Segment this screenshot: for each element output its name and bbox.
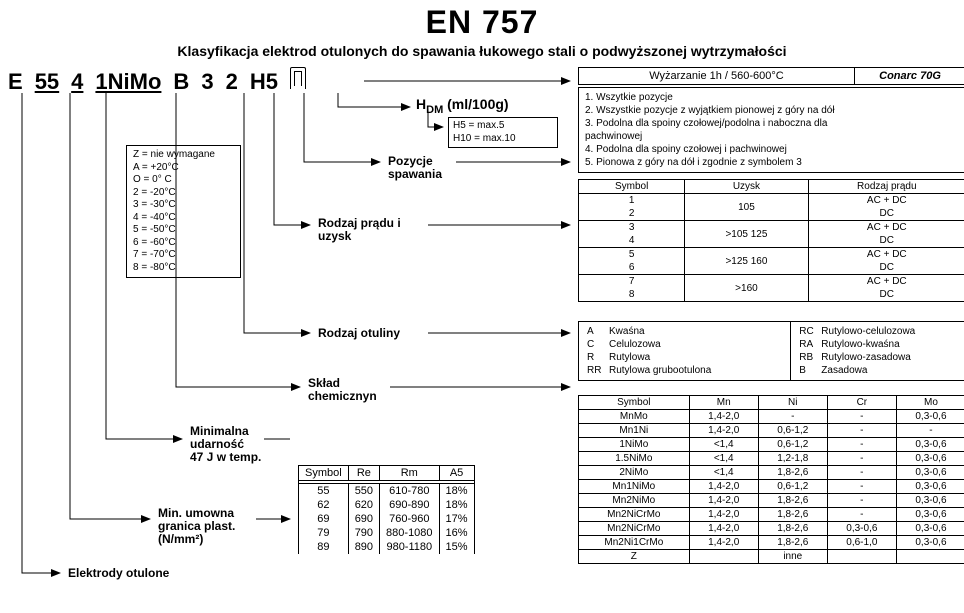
- code-token: 1NiMo: [95, 69, 161, 95]
- code-token: 3: [201, 69, 213, 95]
- code-token: H5: [250, 69, 278, 95]
- code-token: B: [173, 69, 189, 95]
- strength-table: SymbolReRmA555550610-78018%62620690-8901…: [298, 465, 475, 554]
- code-token: 2: [226, 69, 238, 95]
- chem-table: SymbolMnNiCrMoMnMo1,4-2,0--0,3-0,6Mn1Ni1…: [578, 395, 964, 564]
- hdm-label: HDM (ml/100g): [416, 97, 509, 116]
- hdm-box: H5 = max.5H10 = max.10: [448, 117, 558, 148]
- hdm-unit: (ml/100g): [447, 96, 508, 112]
- code-token: 55: [35, 69, 59, 95]
- classification-code: E 55 4 1NiMo B32 H5: [8, 67, 306, 95]
- brand-name: Conarc 70G: [855, 68, 964, 84]
- label-pozycje: Pozycjespawania: [388, 155, 442, 181]
- label-otulina: Rodzaj otuliny: [318, 327, 400, 340]
- positions-box: 1. Wszytkie pozycje2. Wszystkie pozycje …: [578, 87, 964, 173]
- diagram-area: E 55 4 1NiMo B32 H5 Wyżarzanie 1h / 560-600°C…: [8, 67, 956, 607]
- yield-table: SymbolUzyskRodzaj prądu1105AC + DC2DC3>1…: [578, 179, 964, 302]
- code-token-t: [290, 67, 306, 89]
- coating-box: AKwaśnaCCelulozowaRRutylowaRRRutylowa gr…: [578, 321, 964, 381]
- code-token: E: [8, 69, 23, 95]
- heat-treatment: Wyżarzanie 1h / 560-600°C: [579, 68, 855, 84]
- main-title: EN 757: [8, 4, 956, 41]
- yield-table-wrap: SymbolUzyskRodzaj prądu1105AC + DC2DC3>1…: [578, 179, 964, 302]
- code-token: 4: [71, 69, 83, 95]
- subtitle: Klasyfikacja elektrod otulonych do spawa…: [8, 43, 956, 59]
- label-elektrody: Elektrody otulone: [68, 567, 169, 580]
- label-udarnosc: Minimalnaudarność47 J w temp.: [190, 425, 261, 465]
- chem-table-wrap: SymbolMnNiCrMoMnMo1,4-2,0--0,3-0,6Mn1Ni1…: [578, 395, 964, 564]
- temp-legend-box: Z = nie wymaganeA = +20°CO = 0° C2 = -20…: [126, 145, 241, 278]
- label-granica: Min. umownagranica plast.(N/mm²): [158, 507, 235, 547]
- label-sklad: Składchemicznyn: [308, 377, 377, 403]
- coating-left: AKwaśnaCCelulozowaRRutylowaRRRutylowa gr…: [579, 322, 791, 380]
- strength-table-wrap: SymbolReRmA555550610-78018%62620690-8901…: [298, 465, 475, 554]
- coating-right: RCRutylowo-celulozowaRARutylowo-kwaśnaRB…: [791, 322, 964, 380]
- header-strip: Wyżarzanie 1h / 560-600°C Conarc 70G: [578, 67, 964, 85]
- label-prad: Rodzaj prądu iuzysk: [318, 217, 401, 243]
